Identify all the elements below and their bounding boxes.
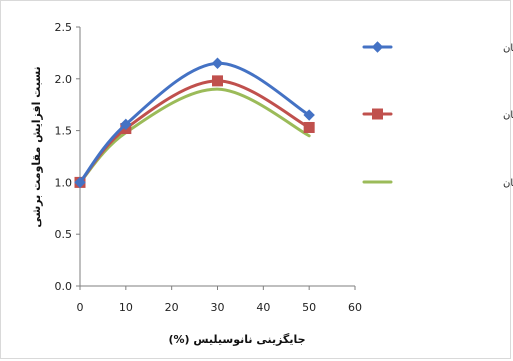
x-tick-label: 50 <box>302 301 316 314</box>
legend-marker-2 <box>372 108 383 120</box>
y-axis-title: نسبت افزایش مقاومت برشی <box>30 66 43 227</box>
y-tick-label: 2.0 <box>55 73 73 86</box>
x-tick-label: 0 <box>77 301 84 314</box>
legend-label-2: طرح اختلاط ۶% سیمان <box>503 110 513 121</box>
series-line-1 <box>78 61 311 184</box>
y-tick-label: 0.5 <box>55 228 73 241</box>
series-1-point <box>120 118 132 131</box>
x-tick-label: 20 <box>165 301 179 314</box>
plot-area: 0.0 0.5 1.0 1.5 2.0 2.5 0 10 20 30 40 50 60 جایگزینی … <box>30 21 513 346</box>
x-axis-title: جایگزینی نانوسیلیس (%) <box>168 333 305 346</box>
series-1-point <box>303 109 315 121</box>
y-tick-label: 0.0 <box>55 280 73 293</box>
series-2-point <box>212 75 223 87</box>
series-1-point <box>211 57 224 69</box>
legend-label-1: طرح اختلاط ۴% سیمان <box>503 43 513 54</box>
y-tick-label: 2.5 <box>55 21 73 34</box>
series-2-point <box>303 121 315 133</box>
y-tick-label: 1.5 <box>55 125 73 138</box>
series-line-2 <box>78 79 311 184</box>
x-tick-label: 10 <box>119 301 133 314</box>
x-tick-label: 30 <box>211 301 225 314</box>
series-1-point <box>74 176 86 189</box>
x-tick-label: 60 <box>348 301 362 314</box>
legend-marker-1 <box>371 41 384 53</box>
y-tick-label: 1.0 <box>55 176 73 189</box>
x-tick-label: 40 <box>256 301 270 314</box>
legend-label-3: طرح اختلاط ۸% سیمان <box>503 178 513 189</box>
